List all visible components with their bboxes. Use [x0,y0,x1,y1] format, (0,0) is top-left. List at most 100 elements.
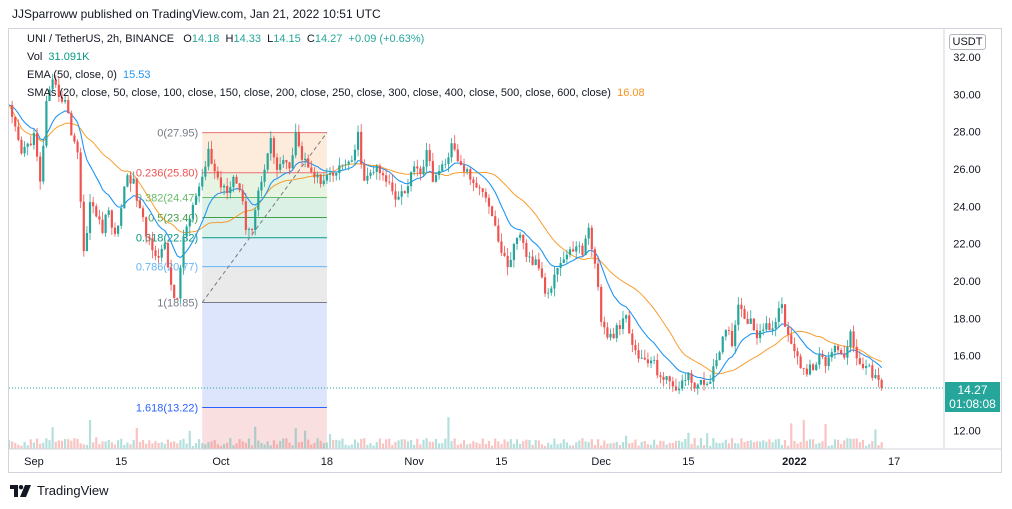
volume-bar [419,444,422,449]
legend-row-ema[interactable]: EMA (50, close, 0) 15.53 [27,69,151,81]
volume-bar [92,442,95,449]
candle-body [294,131,297,156]
volume-bar [774,439,777,449]
volume-bar [562,439,565,449]
candle-body [347,161,350,165]
volume-bar [409,440,413,449]
candle-body [135,178,138,201]
candle-body [107,210,110,215]
x-tick-label: Nov [404,456,424,468]
volume-bar [275,444,279,449]
volume-bar [350,444,353,449]
volume-bar [621,442,625,449]
volume-bar [550,444,553,449]
volume-bar [338,440,341,449]
ema-label: EMA (50, close, 0) [27,69,117,81]
fib-retracement[interactable]: 0(27.95)0.236(25.80)0.382(24.47)0.5(23.4… [136,128,328,449]
volume-bar [313,442,316,449]
candle-body [201,176,204,187]
volume-bar [653,439,656,449]
volume-bar [540,444,544,449]
volume-bar [416,438,419,449]
legend-row-symbol[interactable]: UNI / TetherUS, 2h, BINANCE O14.18 H14.3… [27,33,424,45]
volume-bar [23,441,26,449]
volume-bar [509,439,512,449]
legend-row-volume[interactable]: Vol 31.091K [27,51,89,63]
chart-panel[interactable]: 0(27.95) 0.236(25.80) 0.382(24.47) 0.5(23.4… [8,28,1002,473]
candle-body [503,252,506,256]
candle-body [45,100,48,146]
open-label: O [183,33,192,45]
volume-bar [135,427,138,449]
candle-body [216,171,219,178]
candle-body [42,145,45,182]
candle-body [790,334,793,344]
candle-body [565,254,568,260]
volume-bar [525,439,528,449]
candle-body [709,381,712,384]
volume-bar [191,445,194,449]
candle-body [282,160,285,165]
candle-body [755,330,759,339]
volume-bar [522,441,525,449]
ema-value: 15.53 [123,69,151,81]
volume-bar [553,438,556,449]
volume-bar [734,443,737,449]
volume-bar [600,445,603,449]
candle-body [506,255,509,268]
candles [11,73,883,395]
candle-body [425,150,428,167]
volume-bar [840,444,843,449]
candle-body [145,217,148,237]
fib-level-label-0: 0(27.95) [157,128,198,140]
candle-body [166,243,170,268]
volume-bar [322,443,325,449]
candle-body [721,336,724,353]
volume-bar [864,445,868,449]
candle-body [204,166,207,177]
candle-body [659,375,662,377]
volume-bar [204,444,207,449]
candle-body [163,243,166,249]
candle-body [179,267,182,299]
candle-body [434,175,438,182]
candle-body [219,177,223,188]
candle-body [606,327,609,338]
volume-bar [113,444,117,449]
footer-brand[interactable]: TradingView [10,483,109,498]
volume-bar [188,430,191,449]
fib-trend-line [201,132,328,303]
volume-bar [20,445,23,449]
volume-bar [82,444,85,449]
candle-body [762,329,765,331]
candle-body [251,228,254,230]
volume-bar [116,440,120,449]
candle-body [727,330,731,331]
candle-body [796,351,799,357]
candle-body [543,277,547,294]
volume-bar [254,426,257,449]
candle-body [843,353,846,358]
volume-bar [783,439,787,449]
volume-bar [356,442,360,449]
candle-body [618,325,621,329]
symbol-label[interactable]: UNI / TetherUS, 2h, BINANCE [27,33,175,45]
volume-bar [444,438,447,449]
volume-bar [148,440,151,449]
candle-body [207,148,210,167]
volume-bar [32,442,36,449]
volume-bar [762,440,765,449]
currency-button[interactable]: USDT [949,34,986,50]
volume-bar [166,439,170,449]
volume-bar [690,443,693,449]
candle-body [715,360,718,367]
candle-body [877,375,880,380]
legend-row-smas[interactable]: SMAs (20, close, 50, close, 100, close, … [27,87,645,99]
candle-body [677,388,681,391]
candle-body [372,172,375,173]
candle-body [288,162,291,169]
volume-bar [332,439,335,449]
candle-body [26,143,29,147]
candle-body [39,156,42,182]
candle-body [687,373,690,381]
